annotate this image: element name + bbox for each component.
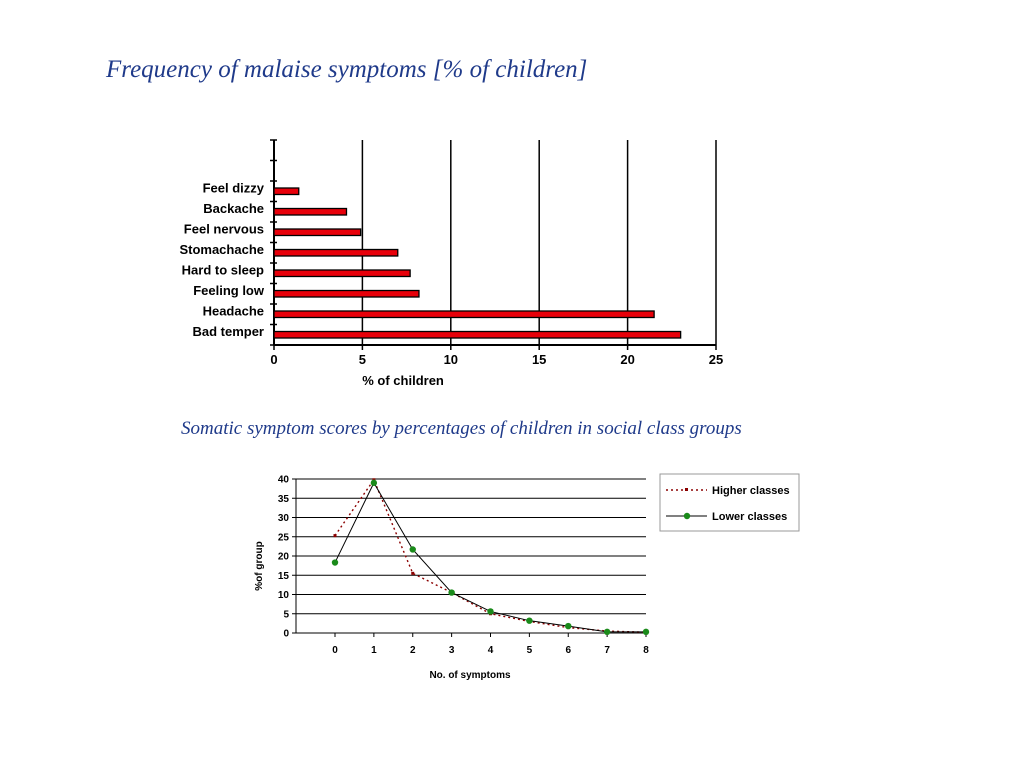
lower-classes-point <box>448 589 455 596</box>
line-y-tick-label: 20 <box>278 552 290 563</box>
line-x-tick-label: 2 <box>410 645 416 656</box>
legend-lower-label: Lower classes <box>712 511 787 523</box>
lower-classes-point <box>487 608 494 615</box>
higher-classes-point <box>411 571 415 575</box>
line-y-tick-label: 30 <box>278 513 290 524</box>
bar-category-label: Stomachache <box>179 242 264 257</box>
bar-category-label: Bad temper <box>192 324 264 339</box>
line-x-tick-label: 1 <box>371 645 377 656</box>
line-y-tick-label: 10 <box>278 590 290 601</box>
line-x-tick-label: 7 <box>604 645 610 656</box>
line-x-tick-label: 6 <box>565 645 571 656</box>
lower-classes-point <box>642 628 650 636</box>
bar-category-label: Feel dizzy <box>203 180 265 195</box>
lower-classes-point <box>565 622 572 630</box>
line-y-tick-label: 5 <box>283 609 289 620</box>
bar <box>273 248 399 257</box>
legend-higher-label: Higher classes <box>712 485 790 497</box>
lower-classes-point <box>409 546 416 553</box>
higher-classes-point <box>333 534 337 538</box>
bar <box>273 228 362 237</box>
line-y-tick-label: 0 <box>283 629 289 640</box>
line-x-tick-label: 0 <box>332 645 338 656</box>
bar-x-tick-label: 10 <box>444 352 458 367</box>
lower-classes-point <box>526 617 533 624</box>
line-x-tick-label: 8 <box>643 645 649 656</box>
bar <box>273 207 348 216</box>
line-y-tick-label: 40 <box>278 475 290 486</box>
bar <box>273 310 655 319</box>
bar-x-tick-label: 5 <box>359 352 366 367</box>
line-y-tick-label: 35 <box>278 494 290 505</box>
lower-classes-point <box>331 559 339 566</box>
line-x-tick-label: 5 <box>527 645 533 656</box>
bar-x-axis-title: % of children <box>362 373 444 388</box>
line-legend: Higher classes Lower classes <box>659 473 800 532</box>
line-y-tick-label: 15 <box>278 571 290 582</box>
bar-x-tick-label: 25 <box>709 352 723 367</box>
line-x-tick-label: 4 <box>488 645 494 656</box>
bar <box>273 330 682 339</box>
line-y-tick-label: 25 <box>278 532 290 543</box>
bar <box>273 289 420 298</box>
legend-box <box>659 473 800 532</box>
legend-lower-marker <box>683 512 691 520</box>
slide-title: Frequency of malaise symptoms [% of chil… <box>106 56 588 83</box>
line-x-tick-label: 3 <box>449 645 455 656</box>
bar-category-label: Hard to sleep <box>182 262 264 277</box>
bar-category-label: Feel nervous <box>184 221 264 236</box>
section-caption: Somatic symptom scores by percentages of… <box>181 418 742 439</box>
bar-category-label: Feeling low <box>193 283 265 298</box>
lower-classes-point <box>370 479 378 487</box>
bar <box>273 187 300 196</box>
lower-classes-point <box>603 628 611 636</box>
legend-higher-marker <box>685 488 688 491</box>
bar-x-tick-label: 15 <box>532 352 546 367</box>
bar-x-tick-label: 20 <box>620 352 634 367</box>
line-y-axis-title: %of group <box>254 541 265 590</box>
bar-category-label: Headache <box>203 303 264 318</box>
bar-category-label: Backache <box>203 201 264 216</box>
line-x-axis-title: No. of symptoms <box>429 670 511 681</box>
bar-x-tick-label: 0 <box>270 352 277 367</box>
bar <box>273 269 411 278</box>
